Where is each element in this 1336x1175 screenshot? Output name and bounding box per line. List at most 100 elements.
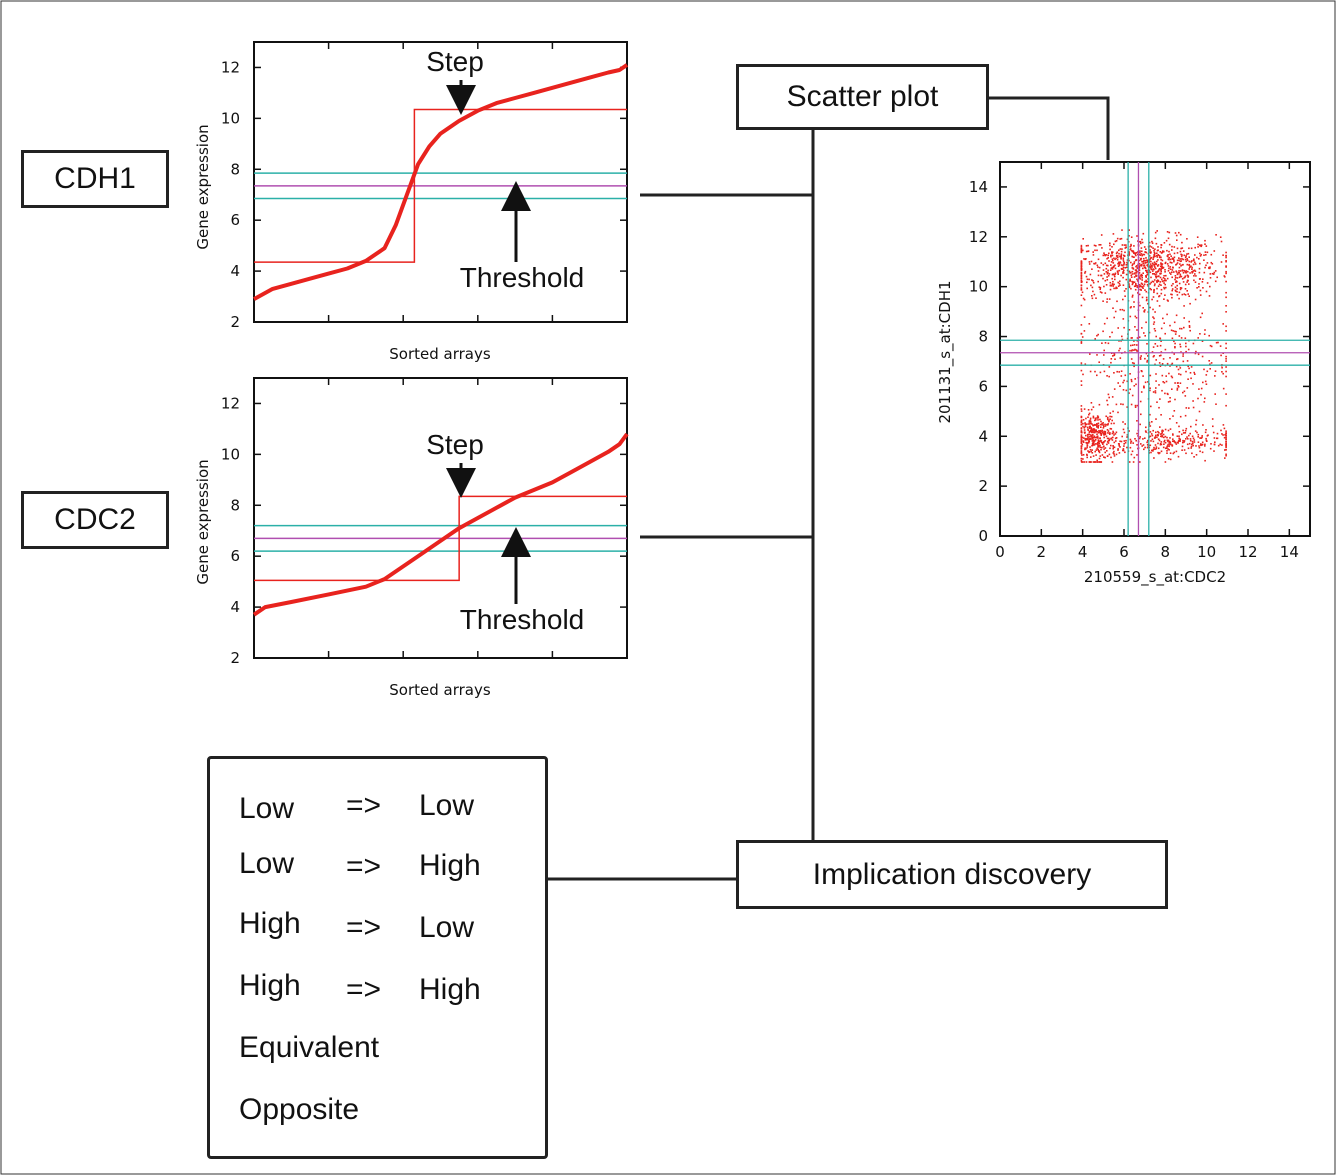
scatter-point [1175, 443, 1178, 445]
scatter-point [1117, 411, 1119, 414]
scatter-point [1184, 294, 1187, 296]
scatter-point [1156, 252, 1158, 255]
scatter-point [1096, 354, 1098, 356]
scatter-point [1119, 284, 1121, 286]
scatter-point [1156, 260, 1158, 263]
scatter-point [1192, 442, 1194, 445]
scatter-point [1080, 445, 1083, 448]
scatter-point [1171, 376, 1174, 379]
scatter-point [1158, 256, 1161, 259]
scatter-point [1140, 265, 1143, 267]
scatter-point [1169, 443, 1171, 446]
scatter-point [1209, 344, 1212, 347]
scatter-point [1186, 258, 1188, 260]
scatter-point [1081, 281, 1083, 283]
scatter-point [1178, 431, 1181, 433]
scatter-point [1092, 416, 1095, 419]
scatter-point [1149, 387, 1151, 389]
scatter-point [1152, 268, 1155, 270]
scatter-point [1141, 260, 1143, 263]
scatter-point [1125, 273, 1128, 276]
scatter-point [1171, 362, 1174, 365]
scatter-point [1084, 425, 1087, 428]
scatter-point [1140, 258, 1142, 260]
scatter-point [1157, 264, 1160, 266]
scatter-point [1201, 451, 1204, 454]
scatter-point [1179, 327, 1181, 330]
scatter-point [1103, 430, 1105, 433]
scatter-point [1090, 260, 1093, 263]
scatter-point [1109, 284, 1112, 287]
scatter-point [1093, 444, 1096, 446]
scatter-point [1181, 270, 1184, 272]
scatter-point [1107, 275, 1110, 277]
scatter-point [1147, 439, 1149, 442]
scatter-point [1106, 437, 1109, 440]
scatter-point [1140, 282, 1143, 285]
scatter-point [1131, 296, 1134, 298]
scatter-point [1182, 355, 1184, 357]
scatter-point [1193, 269, 1196, 272]
scatter-point [1189, 329, 1191, 332]
scatter-point [1149, 258, 1151, 261]
scatter-point [1198, 445, 1200, 447]
scatter-point [1188, 295, 1190, 297]
scatter-point [1139, 251, 1141, 254]
scatter-point [1104, 451, 1106, 454]
scatter-point [1168, 243, 1171, 246]
scatter-point [1176, 294, 1179, 296]
scatter-point [1122, 257, 1125, 259]
scatter-point [1122, 259, 1125, 261]
scatter-point [1152, 262, 1154, 265]
scatter-point [1086, 437, 1088, 440]
scatter-point [1154, 444, 1157, 446]
scatter-point [1106, 429, 1109, 431]
scatter-point [1178, 276, 1181, 279]
scatter-point [1086, 278, 1089, 281]
scatter-point [1139, 436, 1141, 438]
scatter-point [1095, 245, 1097, 247]
scatter-point [1210, 345, 1213, 348]
scatter-point [1092, 251, 1094, 253]
scatter-point [1169, 253, 1171, 256]
scatter-point [1100, 448, 1102, 451]
scatter-point [1153, 255, 1155, 257]
scatter-point [1106, 317, 1108, 320]
scatter-point [1152, 270, 1154, 272]
scatter-point [1154, 436, 1157, 438]
scatter-point [1189, 372, 1192, 374]
scatter-point [1178, 266, 1181, 269]
scatter-point [1145, 279, 1147, 282]
scatter-point [1167, 270, 1170, 272]
scatter-point [1091, 423, 1093, 425]
scatter-point [1136, 404, 1139, 407]
scatter-point [1155, 242, 1158, 245]
scatter-point [1119, 238, 1121, 240]
scatter-point [1135, 259, 1137, 261]
scatter-point [1209, 273, 1212, 275]
scatter-point [1122, 449, 1125, 452]
implication-discovery-label: Implication discovery [812, 857, 1092, 891]
scatter-point [1169, 458, 1172, 461]
scatter-point [1205, 264, 1207, 267]
scatter-point [1093, 428, 1095, 430]
scatter-point [1122, 318, 1125, 320]
scatter-point [1089, 273, 1092, 276]
scatter-point [1144, 289, 1146, 291]
scatter-point [1225, 449, 1227, 451]
scatter-point [1131, 280, 1133, 283]
scatter-point [1148, 241, 1151, 244]
scatter-point [1080, 369, 1083, 372]
scatter-point [1201, 281, 1204, 283]
scatter-point [1103, 349, 1105, 352]
scatter-point [1161, 259, 1164, 262]
scatter-point [1147, 263, 1149, 266]
scatter-point [1090, 456, 1092, 458]
scatter-point [1086, 456, 1088, 459]
scatter-point [1173, 410, 1176, 412]
scatter-point [1161, 363, 1164, 365]
scatter-point [1197, 441, 1200, 443]
scatter-point [1225, 454, 1227, 457]
scatter-point [1129, 271, 1132, 274]
scatter-point [1166, 452, 1168, 454]
